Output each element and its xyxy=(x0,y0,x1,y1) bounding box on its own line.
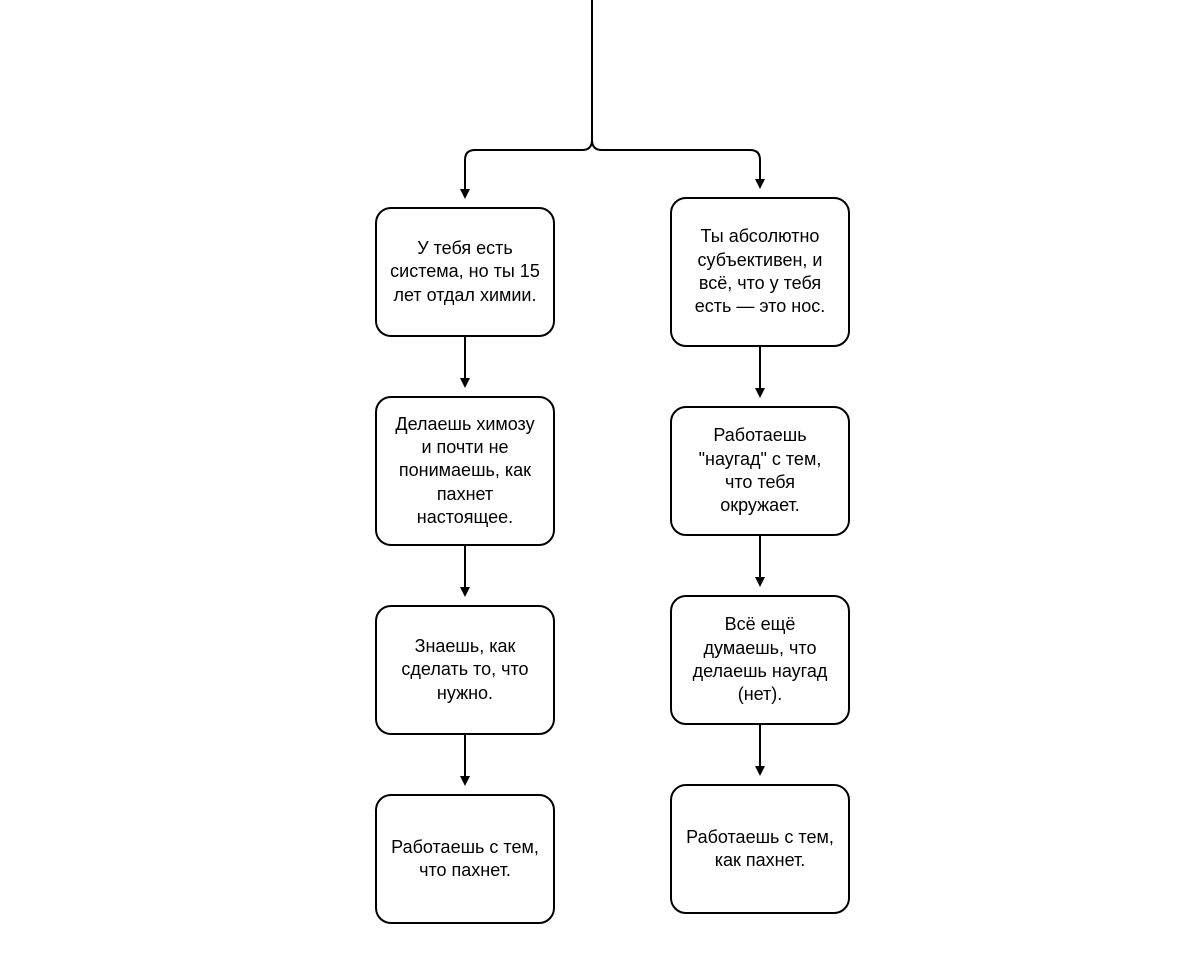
flowchart-node-text: Работаешь "наугад" с тем, что тебя окруж… xyxy=(684,424,836,518)
flowchart-edge-split-right xyxy=(592,140,760,187)
flowchart-node-L4: Работаешь с тем, что пахнет. xyxy=(375,794,555,924)
flowchart-edge-split-left xyxy=(465,140,592,197)
flowchart-node-R4: Работаешь с тем, как пахнет. xyxy=(670,784,850,914)
flowchart-node-text: Всё ещё думаешь, что делаешь наугад (нет… xyxy=(684,613,836,707)
flowchart-node-L3: Знаешь, как сделать то, что нужно. xyxy=(375,605,555,735)
flowchart-node-L2: Делаешь химозу и почти не понимаешь, как… xyxy=(375,396,555,546)
flowchart-edges xyxy=(0,0,1184,958)
flowchart-node-text: У тебя есть система, но ты 15 лет отдал … xyxy=(389,237,541,307)
flowchart-node-text: Работаешь с тем, что пахнет. xyxy=(389,836,541,883)
flowchart-container: У тебя есть система, но ты 15 лет отдал … xyxy=(0,0,1184,958)
flowchart-node-R2: Работаешь "наугад" с тем, что тебя окруж… xyxy=(670,406,850,536)
flowchart-node-L1: У тебя есть система, но ты 15 лет отдал … xyxy=(375,207,555,337)
flowchart-node-text: Делаешь химозу и почти не понимаешь, как… xyxy=(389,413,541,530)
flowchart-node-text: Ты абсолютно субъективен, и всё, что у т… xyxy=(684,225,836,319)
flowchart-node-R1: Ты абсолютно субъективен, и всё, что у т… xyxy=(670,197,850,347)
flowchart-node-text: Работаешь с тем, как пахнет. xyxy=(684,826,836,873)
flowchart-node-R3: Всё ещё думаешь, что делаешь наугад (нет… xyxy=(670,595,850,725)
flowchart-node-text: Знаешь, как сделать то, что нужно. xyxy=(389,635,541,705)
